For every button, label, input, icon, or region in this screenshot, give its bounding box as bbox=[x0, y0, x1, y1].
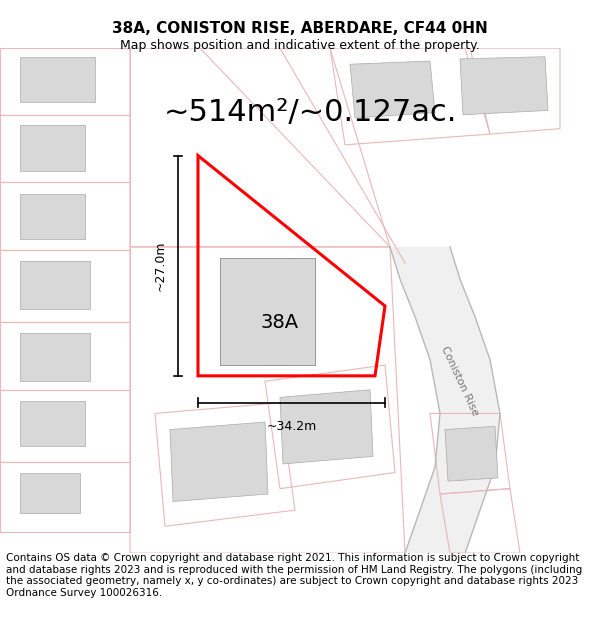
Bar bbox=[20, 57, 95, 102]
Text: Contains OS data © Crown copyright and database right 2021. This information is : Contains OS data © Crown copyright and d… bbox=[6, 553, 582, 598]
Text: 38A, CONISTON RISE, ABERDARE, CF44 0HN: 38A, CONISTON RISE, ABERDARE, CF44 0HN bbox=[112, 21, 488, 36]
Bar bbox=[0, 462, 130, 532]
Text: ~27.0m: ~27.0m bbox=[154, 241, 167, 291]
Polygon shape bbox=[170, 422, 268, 501]
Bar bbox=[20, 126, 85, 171]
Polygon shape bbox=[445, 426, 498, 481]
Bar bbox=[20, 472, 80, 513]
Bar bbox=[20, 194, 85, 239]
Bar bbox=[20, 261, 90, 309]
Bar bbox=[20, 401, 85, 446]
Text: ~34.2m: ~34.2m bbox=[266, 420, 317, 433]
Bar bbox=[0, 250, 130, 322]
Polygon shape bbox=[280, 390, 373, 464]
Bar bbox=[0, 48, 130, 115]
Polygon shape bbox=[220, 258, 315, 365]
Text: ~514m²/~0.127ac.: ~514m²/~0.127ac. bbox=[163, 98, 457, 127]
Bar bbox=[0, 390, 130, 462]
Bar bbox=[0, 182, 130, 250]
Text: 38A: 38A bbox=[261, 312, 299, 332]
Polygon shape bbox=[390, 247, 500, 553]
Polygon shape bbox=[460, 57, 548, 115]
Bar bbox=[20, 333, 90, 381]
Text: Map shows position and indicative extent of the property.: Map shows position and indicative extent… bbox=[120, 39, 480, 51]
Text: Coniston Rise: Coniston Rise bbox=[439, 345, 481, 418]
Polygon shape bbox=[350, 61, 435, 118]
Bar bbox=[0, 115, 130, 182]
Bar bbox=[0, 322, 130, 390]
